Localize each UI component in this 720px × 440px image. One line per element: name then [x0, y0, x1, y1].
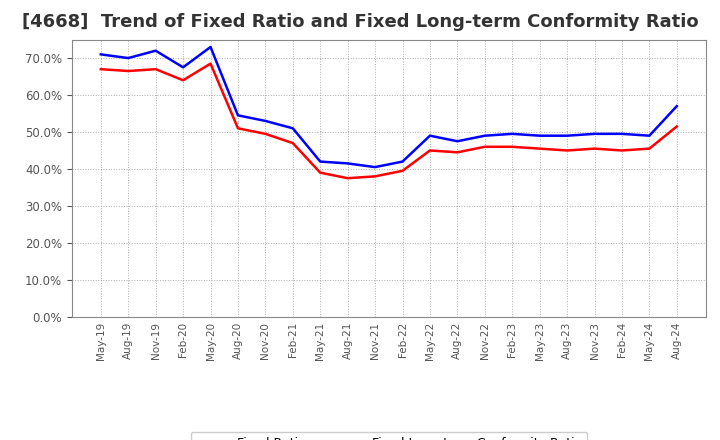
Fixed Long-term Conformity Ratio [672, 124, 681, 129]
Line: Fixed Long-term Conformity Ratio: Fixed Long-term Conformity Ratio [101, 64, 677, 178]
Text: [4668]  Trend of Fixed Ratio and Fixed Long-term Conformity Ratio: [4668] Trend of Fixed Ratio and Fixed Lo… [22, 13, 698, 31]
Fixed Ratio [590, 131, 599, 136]
Fixed Ratio [96, 52, 105, 57]
Fixed Ratio [179, 65, 187, 70]
Fixed Ratio [645, 133, 654, 138]
Fixed Ratio [233, 113, 242, 118]
Fixed Long-term Conformity Ratio [536, 146, 544, 151]
Fixed Ratio [343, 161, 352, 166]
Fixed Long-term Conformity Ratio [261, 131, 270, 136]
Fixed Ratio [124, 55, 132, 61]
Fixed Long-term Conformity Ratio [96, 66, 105, 72]
Fixed Long-term Conformity Ratio [563, 148, 572, 153]
Fixed Long-term Conformity Ratio [124, 68, 132, 73]
Fixed Long-term Conformity Ratio [618, 148, 626, 153]
Fixed Ratio [453, 139, 462, 144]
Fixed Long-term Conformity Ratio [398, 168, 407, 173]
Fixed Long-term Conformity Ratio [508, 144, 516, 150]
Fixed Long-term Conformity Ratio [206, 61, 215, 66]
Legend: Fixed Ratio, Fixed Long-term Conformity Ratio: Fixed Ratio, Fixed Long-term Conformity … [191, 432, 587, 440]
Fixed Ratio [618, 131, 626, 136]
Fixed Ratio [316, 159, 325, 164]
Fixed Long-term Conformity Ratio [590, 146, 599, 151]
Fixed Ratio [289, 126, 297, 131]
Fixed Long-term Conformity Ratio [233, 126, 242, 131]
Fixed Ratio [508, 131, 516, 136]
Fixed Long-term Conformity Ratio [343, 176, 352, 181]
Fixed Long-term Conformity Ratio [453, 150, 462, 155]
Fixed Ratio [672, 103, 681, 109]
Fixed Ratio [261, 118, 270, 124]
Fixed Ratio [536, 133, 544, 138]
Fixed Long-term Conformity Ratio [316, 170, 325, 175]
Line: Fixed Ratio: Fixed Ratio [101, 47, 677, 167]
Fixed Long-term Conformity Ratio [645, 146, 654, 151]
Fixed Ratio [206, 44, 215, 50]
Fixed Long-term Conformity Ratio [151, 66, 160, 72]
Fixed Long-term Conformity Ratio [480, 144, 489, 150]
Fixed Ratio [563, 133, 572, 138]
Fixed Ratio [371, 165, 379, 170]
Fixed Long-term Conformity Ratio [289, 140, 297, 146]
Fixed Ratio [426, 133, 434, 138]
Fixed Long-term Conformity Ratio [426, 148, 434, 153]
Fixed Long-term Conformity Ratio [371, 174, 379, 179]
Fixed Ratio [151, 48, 160, 53]
Fixed Ratio [398, 159, 407, 164]
Fixed Ratio [480, 133, 489, 138]
Fixed Long-term Conformity Ratio [179, 77, 187, 83]
